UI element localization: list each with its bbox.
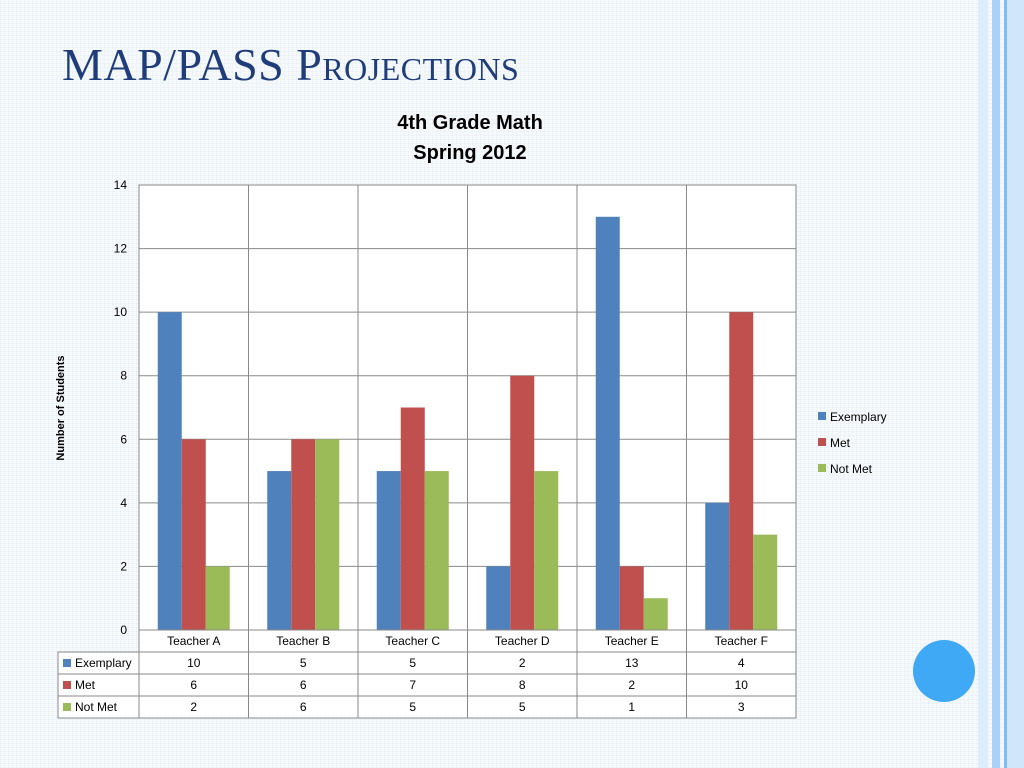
bar-exemplary	[705, 502, 730, 630]
table-cell-value: 1	[628, 700, 635, 714]
bar-not-met	[753, 534, 778, 630]
chart-title-line1: 4th Grade Math	[397, 112, 543, 134]
bar-exemplary	[157, 312, 182, 630]
bar-not-met	[315, 439, 340, 630]
table-cell-value: 6	[300, 700, 307, 714]
bar-exemplary	[267, 471, 292, 630]
table-cell-value: 5	[409, 700, 416, 714]
table-series-label: Exemplary	[75, 656, 132, 670]
legend-key	[818, 412, 826, 420]
bar-met	[181, 439, 206, 630]
decorative-stripes	[978, 0, 1024, 768]
x-tick-label: Teacher C	[385, 634, 440, 648]
stripe-light	[978, 0, 988, 768]
table-legend-key	[63, 659, 71, 667]
x-tick-label: Teacher F	[715, 634, 768, 648]
table-legend-key	[63, 681, 71, 689]
table-cell-value: 2	[190, 700, 197, 714]
legend-key	[818, 464, 826, 472]
table-series-label: Met	[75, 678, 96, 692]
table-cell-value: 3	[738, 700, 745, 714]
bar-met	[510, 375, 535, 630]
y-tick-label: 10	[114, 305, 128, 319]
y-tick-label: 12	[114, 242, 128, 256]
slide-title: MAP/PASS Projections	[62, 39, 520, 90]
bar-exemplary	[486, 566, 511, 630]
bar-exemplary	[595, 216, 620, 631]
table-row	[57, 651, 797, 675]
table-row	[57, 673, 797, 697]
table-cell-value: 6	[190, 678, 197, 692]
bar-not-met	[643, 598, 668, 630]
y-tick-label: 4	[120, 496, 127, 510]
y-tick-label: 6	[120, 432, 127, 446]
decorative-circle	[913, 640, 975, 702]
table-cell-value: 13	[625, 656, 639, 670]
chart-title-line2: Spring 2012	[413, 142, 527, 164]
table-cell-value: 5	[409, 656, 416, 670]
bar-met	[729, 312, 754, 630]
bar-not-met	[205, 566, 230, 630]
bar-met	[619, 566, 644, 630]
x-tick-label: Teacher D	[495, 634, 550, 648]
stripe-mid	[992, 0, 1000, 768]
table-cell-value: 2	[519, 656, 526, 670]
legend-entry: Not Met	[830, 462, 873, 476]
x-tick-label: Teacher E	[605, 634, 659, 648]
y-tick-label: 8	[120, 369, 127, 383]
table-cell-value: 10	[187, 656, 201, 670]
table-cell-value: 4	[738, 656, 745, 670]
x-tick-label: Teacher A	[167, 634, 220, 648]
chart-title: 4th Grade Math Spring 2012	[320, 108, 620, 168]
legend-key	[818, 438, 826, 446]
table-series-label: Not Met	[75, 700, 118, 714]
table-legend-key	[63, 703, 71, 711]
bar-met	[400, 407, 425, 630]
table-row	[57, 695, 797, 719]
table-cell-value: 8	[519, 678, 526, 692]
y-axis-label: Number of Students	[55, 355, 67, 460]
stripe-dark	[1004, 0, 1024, 768]
bar-met	[291, 439, 316, 630]
y-tick-label: 0	[120, 623, 127, 637]
table-cell-value: 7	[409, 678, 416, 692]
y-tick-label: 2	[120, 559, 127, 573]
legend-entry: Met	[830, 436, 851, 450]
x-tick-label: Teacher B	[276, 634, 330, 648]
table-cell-value: 5	[519, 700, 526, 714]
legend-entry: Exemplary	[830, 410, 887, 424]
y-tick-label: 14	[114, 178, 128, 192]
table-cell-value: 5	[300, 656, 307, 670]
table-cell-value: 2	[628, 678, 635, 692]
table-cell-value: 10	[735, 678, 749, 692]
bar-exemplary	[376, 471, 401, 630]
bar-not-met	[534, 471, 559, 630]
bar-not-met	[424, 471, 449, 630]
table-cell-value: 6	[300, 678, 307, 692]
